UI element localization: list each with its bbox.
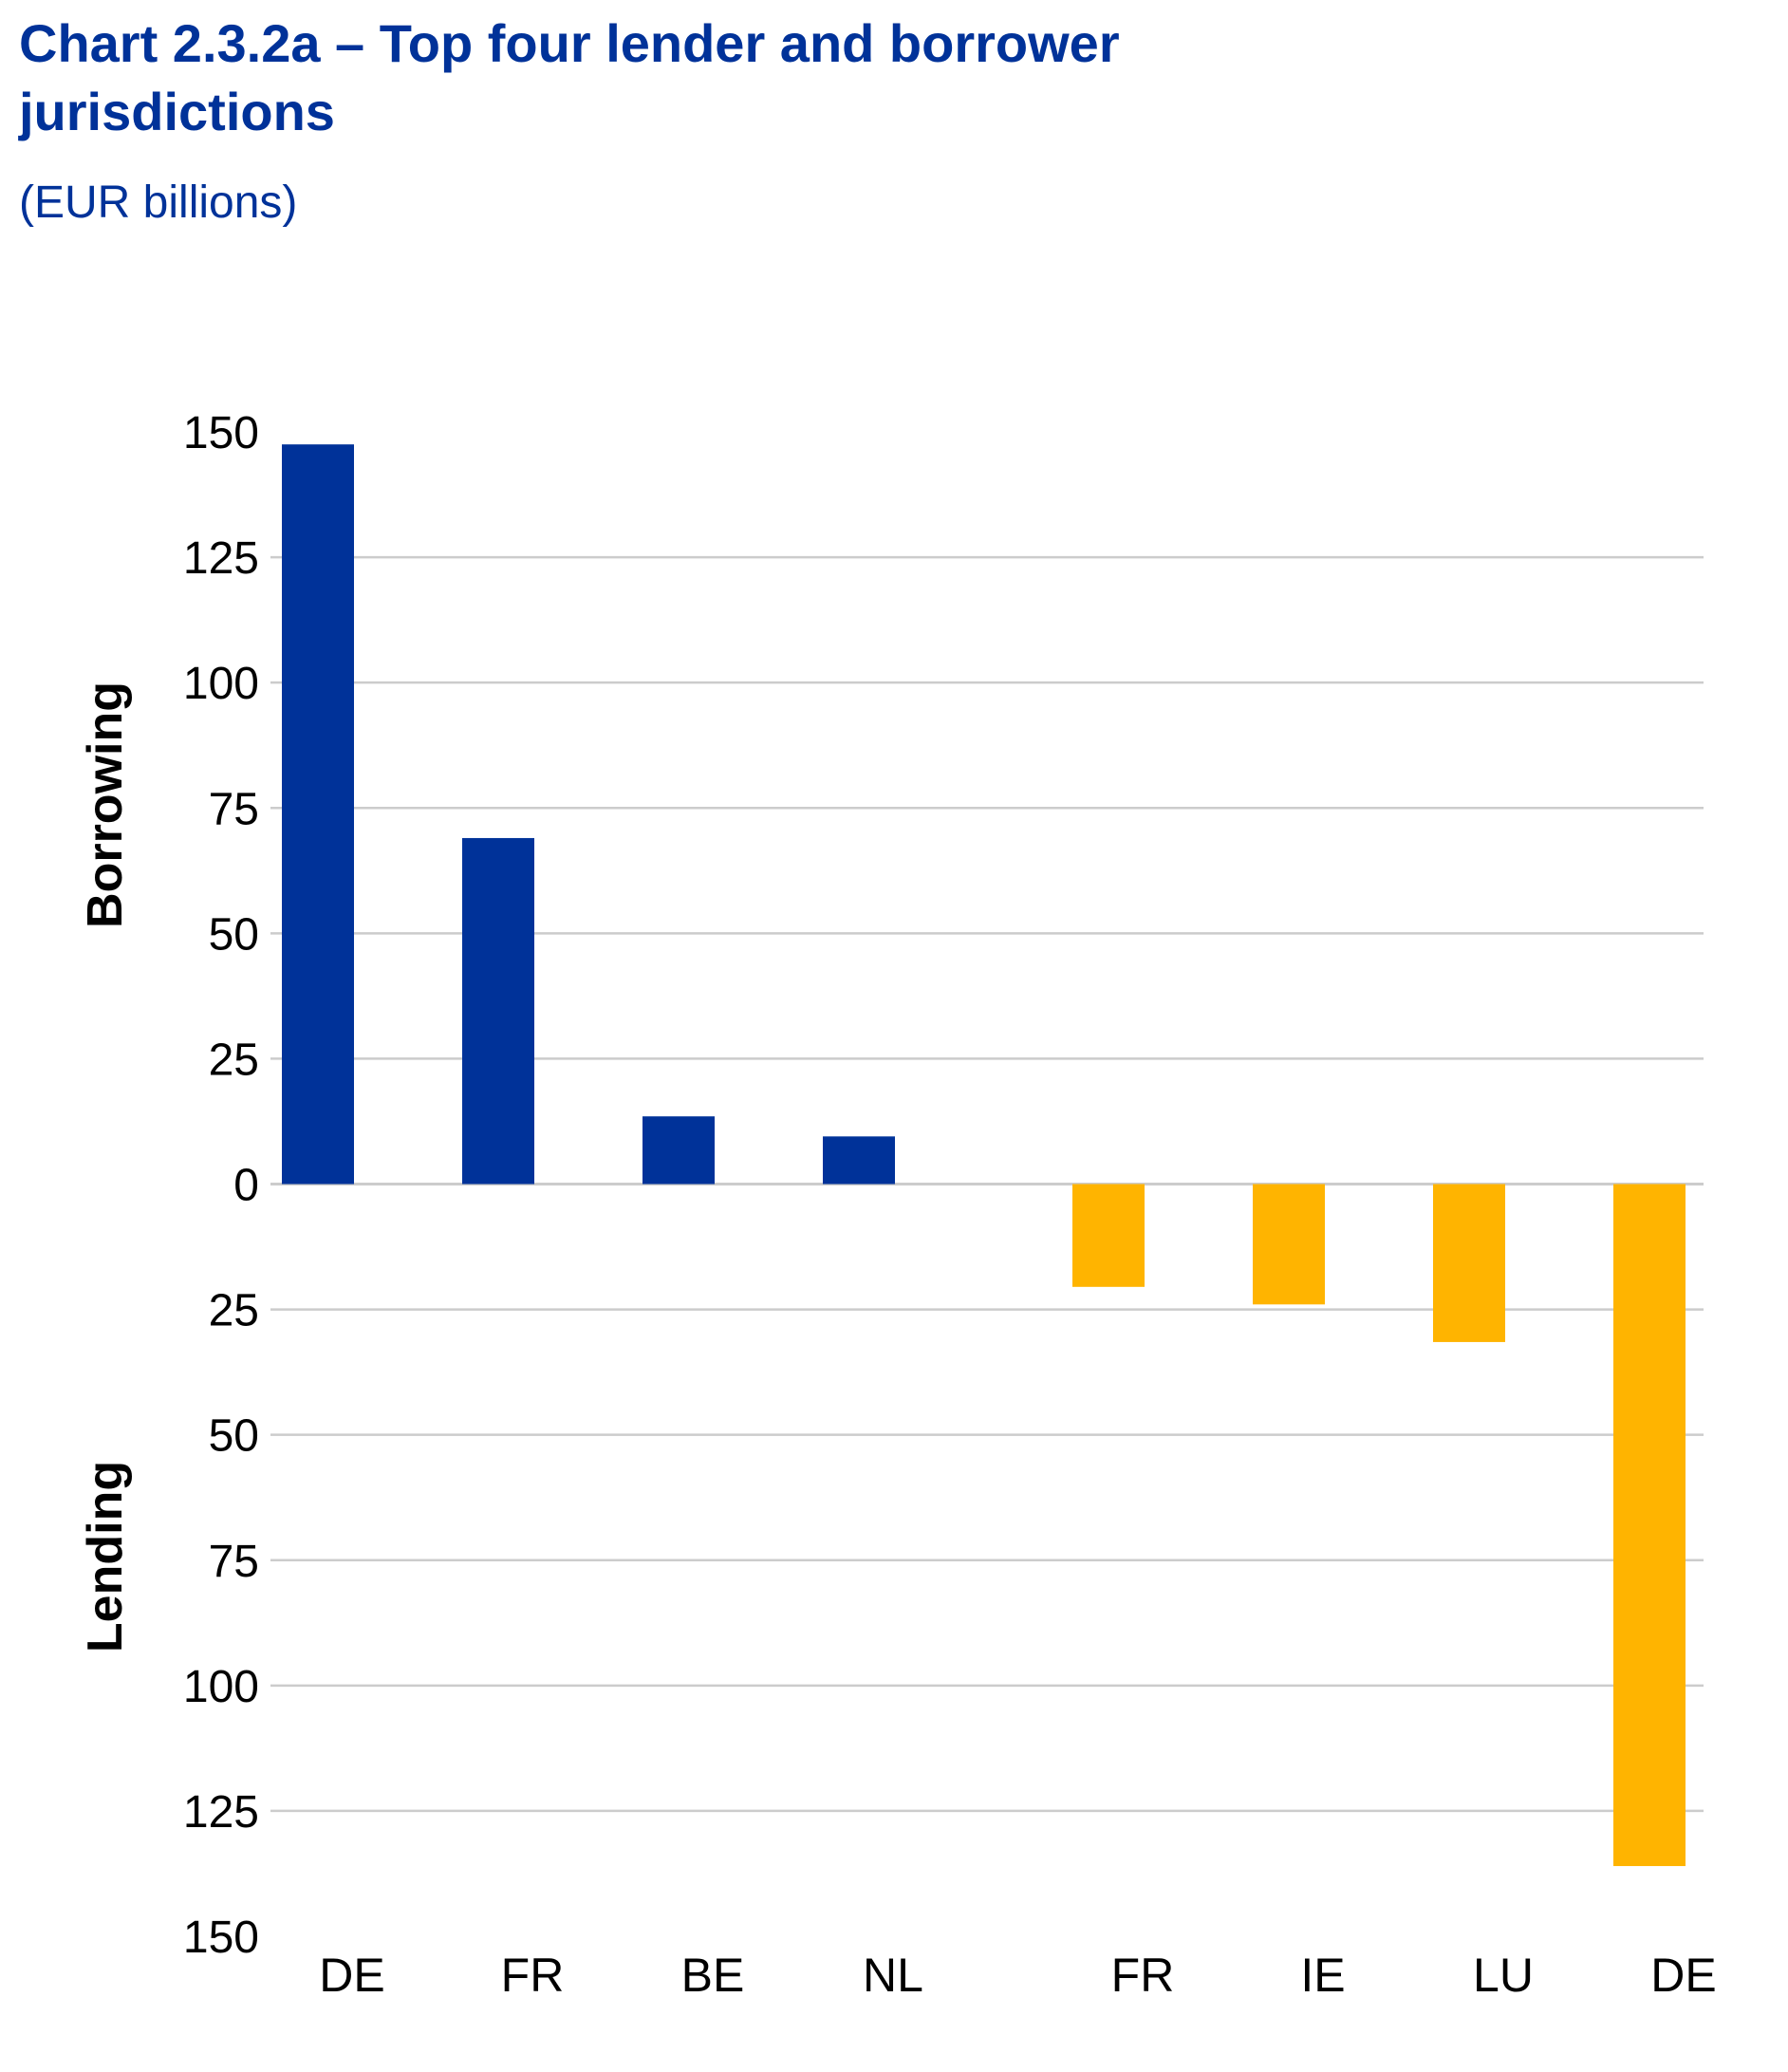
y-tick-label: 100 xyxy=(183,1662,259,1712)
y-tick-label: 125 xyxy=(183,533,259,584)
y-tick-label: 125 xyxy=(183,1787,259,1838)
y-tick-label: 150 xyxy=(183,408,259,458)
bars xyxy=(282,444,1686,1867)
y-axis-ticks: 150 125 100 75 50 25 0 25 50 75 100 125 150 xyxy=(183,408,259,1963)
bar-borrowing-NL xyxy=(823,1136,895,1185)
y-axis-label-lending: Lending xyxy=(78,1461,133,1652)
y-tick-label: 50 xyxy=(209,909,259,960)
y-tick-label: 25 xyxy=(209,1035,259,1085)
chart-subtitle: (EUR billions) xyxy=(19,177,298,228)
bar-borrowing-DE xyxy=(282,444,354,1185)
bar-lending-FR xyxy=(1072,1184,1145,1287)
x-tick-label: LU xyxy=(1473,1949,1534,2002)
bar-lending-IE xyxy=(1253,1184,1325,1305)
gridlines xyxy=(270,555,1704,1813)
y-tick-label: 75 xyxy=(209,784,259,834)
bar-lending-LU xyxy=(1433,1184,1505,1342)
y-axis-label-borrowing: Borrowing xyxy=(78,681,133,928)
x-tick-label: DE xyxy=(319,1949,384,2002)
x-tick-label: DE xyxy=(1650,1949,1716,2002)
bar-borrowing-FR xyxy=(462,837,534,1185)
y-tick-label: 50 xyxy=(209,1411,259,1462)
x-tick-label: NL xyxy=(863,1949,923,2002)
y-tick-label: 25 xyxy=(209,1286,259,1336)
bar-borrowing-BE xyxy=(643,1116,715,1185)
bar-lending-DE xyxy=(1613,1184,1686,1867)
x-tick-label: IE xyxy=(1300,1949,1345,2002)
y-tick-label: 150 xyxy=(183,1913,259,1963)
x-tick-label: BE xyxy=(681,1949,745,2002)
x-tick-label: FR xyxy=(1111,1949,1175,2002)
chart-title: Chart 2.3.2a – Top four lender and borro… xyxy=(19,13,1120,141)
x-axis-labels: DE FR BE NL FR IE LU DE xyxy=(319,1949,1716,2002)
y-tick-label: 100 xyxy=(183,659,259,709)
x-tick-label: FR xyxy=(501,1949,565,2002)
y-tick-label: 0 xyxy=(233,1161,259,1211)
y-tick-label: 75 xyxy=(209,1537,259,1587)
